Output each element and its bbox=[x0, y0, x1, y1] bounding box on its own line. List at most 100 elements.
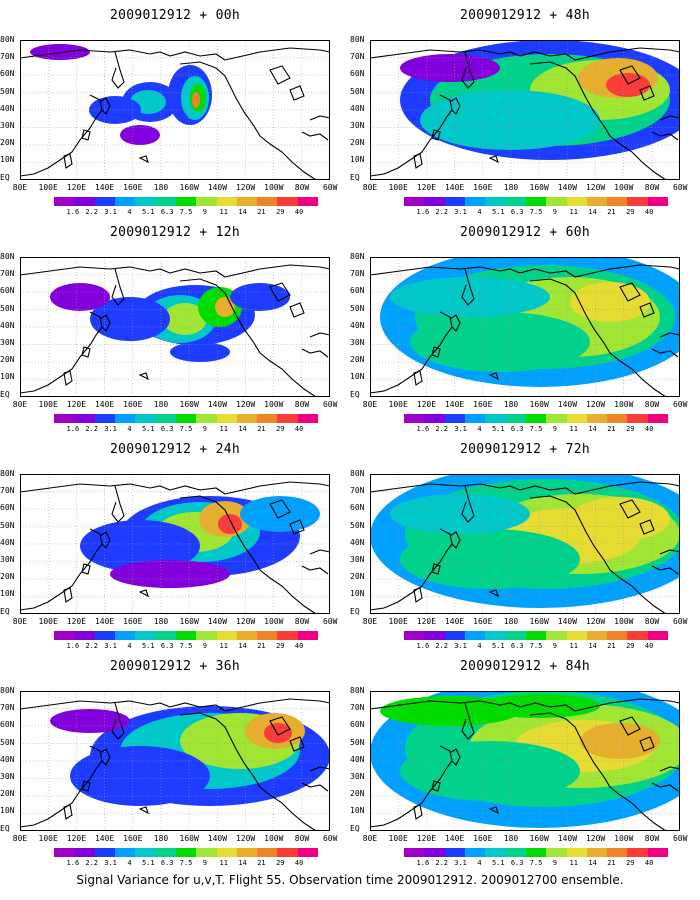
latitude-label: 70N bbox=[350, 486, 365, 496]
latitude-label: 20N bbox=[350, 572, 365, 582]
variance-contour bbox=[80, 520, 200, 572]
variance-contour bbox=[390, 494, 530, 534]
longitude-label: 80W bbox=[294, 183, 310, 192]
longitude-label: 140E bbox=[444, 617, 465, 626]
coastline bbox=[20, 49, 171, 59]
colorbar-label: 6.3 bbox=[160, 208, 174, 216]
latitude-label: 60N bbox=[0, 69, 15, 79]
colorbar-label: 14 bbox=[238, 425, 247, 433]
longitude-label: 120W bbox=[235, 617, 256, 626]
longitude-label: 60W bbox=[672, 183, 688, 192]
colorbar-segment bbox=[424, 197, 445, 206]
figure-caption: Signal Variance for u,v,T. Flight 55. Ob… bbox=[76, 873, 624, 887]
longitude-label: 140E bbox=[94, 400, 115, 409]
colorbar-label: 3.1 bbox=[454, 208, 467, 216]
colorbar-segment bbox=[135, 414, 156, 423]
colorbar-label: 11 bbox=[569, 859, 578, 867]
colorbar-segment bbox=[607, 414, 628, 423]
colorbar-label: 5.1 bbox=[491, 642, 505, 650]
coastline bbox=[63, 370, 73, 386]
coastline bbox=[449, 97, 461, 115]
colorbar-label: 3.1 bbox=[104, 208, 117, 216]
colorbar-segment bbox=[546, 197, 567, 206]
colorbar-segment bbox=[114, 197, 136, 206]
colorbar-segment bbox=[216, 848, 237, 857]
latitude-label: EQ bbox=[350, 172, 360, 182]
longitude-label: 80E bbox=[362, 183, 378, 192]
colorbar-segment bbox=[647, 631, 669, 640]
longitude-label: 160E bbox=[123, 834, 143, 843]
longitude-label: 120W bbox=[585, 183, 606, 192]
colorbar-label: 1.6 bbox=[416, 208, 430, 216]
latitude-label: 20N bbox=[0, 138, 15, 148]
coastline bbox=[585, 748, 667, 831]
map-frame bbox=[20, 40, 330, 180]
colorbar bbox=[404, 631, 669, 640]
colorbar-segment bbox=[135, 848, 156, 857]
colorbar-segment bbox=[155, 414, 176, 423]
colorbar-segment bbox=[464, 848, 486, 857]
longitude-label: 160W bbox=[529, 834, 549, 843]
colorbar-label: 1.6 bbox=[66, 859, 80, 867]
colorbar bbox=[404, 414, 669, 423]
colorbar-label: 4 bbox=[477, 859, 482, 867]
variance-contour bbox=[570, 497, 670, 541]
forecast-panel: 2009012912 + 12h 80N 70N 60N 50N 40N 30N 20N 10N… bbox=[0, 217, 350, 433]
coastline bbox=[20, 311, 103, 394]
latitude-label: 80N bbox=[0, 35, 15, 44]
colorbar-label: 40 bbox=[644, 208, 654, 216]
variance-contour bbox=[230, 283, 290, 311]
latitude-label: 10N bbox=[0, 155, 15, 165]
colorbar-label: 3.1 bbox=[454, 425, 467, 433]
longitude-label: 100W bbox=[614, 617, 634, 626]
colorbar-segment bbox=[257, 848, 278, 857]
coastline bbox=[431, 563, 441, 575]
coastline bbox=[529, 495, 587, 533]
longitude-label: 140W bbox=[207, 834, 228, 843]
signal-variance-map bbox=[370, 691, 680, 831]
longitude-label: 180 bbox=[153, 834, 169, 843]
colorbar-segment bbox=[424, 848, 445, 857]
coastline bbox=[619, 282, 641, 302]
colorbar-label: 4 bbox=[127, 642, 132, 650]
colorbar-label: 2.2 bbox=[85, 642, 99, 650]
latitude-label: EQ bbox=[0, 172, 10, 182]
map-frame bbox=[370, 257, 680, 397]
longitude-label: 120E bbox=[416, 617, 437, 626]
coastline bbox=[20, 483, 171, 493]
coastline bbox=[99, 531, 111, 549]
longitude-label: 140E bbox=[94, 617, 115, 626]
coastline bbox=[301, 782, 329, 792]
colorbar-label: 29 bbox=[626, 642, 635, 650]
longitude-label: 160E bbox=[123, 617, 143, 626]
panel-title: 2009012912 + 24h bbox=[109, 442, 241, 457]
longitude-label: 120E bbox=[416, 183, 437, 192]
longitude-label: 140W bbox=[557, 400, 578, 409]
colorbar-label: 40 bbox=[294, 859, 304, 867]
colorbar-label: 9 bbox=[202, 859, 207, 867]
latitude-label: 10N bbox=[350, 589, 365, 599]
colorbar-label: 4 bbox=[477, 425, 482, 433]
colorbar-label: 5.1 bbox=[491, 208, 505, 216]
latitude-label: EQ bbox=[350, 823, 360, 833]
map-frame bbox=[370, 40, 680, 180]
coastline bbox=[461, 485, 475, 523]
longitude-label: 160E bbox=[473, 834, 493, 843]
coastline bbox=[619, 65, 641, 85]
coastline bbox=[651, 565, 679, 575]
longitude-label: 80W bbox=[644, 617, 660, 626]
latitude-label: 50N bbox=[350, 303, 365, 313]
colorbar-label: 9 bbox=[202, 208, 207, 216]
longitude-label: 60W bbox=[672, 834, 688, 843]
variance-contour bbox=[264, 723, 292, 743]
colorbar bbox=[404, 848, 669, 857]
longitude-label: 100W bbox=[264, 400, 284, 409]
colorbar-label: 29 bbox=[626, 425, 635, 433]
latitude-label: 20N bbox=[350, 789, 365, 799]
colorbar-label: 29 bbox=[276, 208, 285, 216]
panel-title: 2009012912 + 60h bbox=[459, 225, 591, 240]
latitude-label: 70N bbox=[0, 269, 15, 279]
longitude-label: 60W bbox=[322, 183, 338, 192]
latitude-label: 40N bbox=[0, 754, 15, 764]
latitude-label: 40N bbox=[0, 537, 15, 547]
